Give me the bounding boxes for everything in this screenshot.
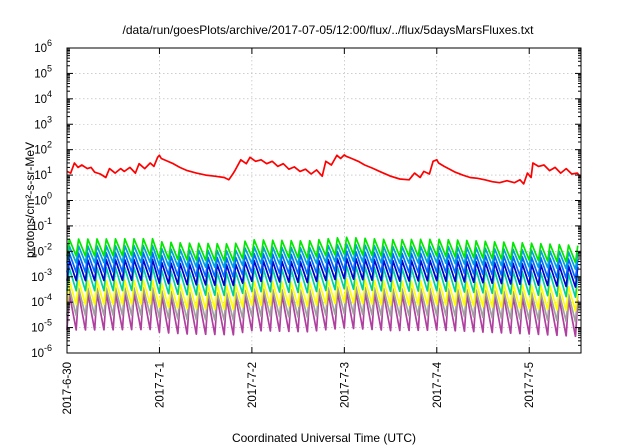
series-line [66,250,579,280]
series-line [66,265,579,298]
y-tick-label: 10-1 [31,216,52,233]
x-tick-label: 2017-6-30 [62,362,74,414]
y-tick-label: 104 [34,89,52,106]
y-tick-label: 101 [34,165,52,182]
x-tick-labels: 2017-6-30 2017-7-1 2017-7-2 2017-7-3 2017-7-… [62,361,536,414]
x-tick-label: 2017-7-5 [524,362,536,408]
x-tick-label: 2017-7-3 [339,362,351,408]
y-tick-label: 10-5 [31,318,52,335]
x-tick-label: 2017-7-4 [432,361,444,408]
y-tick-label: 106 [34,38,52,55]
y-tick-label: 103 [34,114,52,131]
series-line [66,243,579,271]
y-tick-label: 10-3 [31,267,52,284]
chart-title: /data/run/goesPlots/archive/2017-07-05/1… [123,23,535,37]
y-axis-label: protons/cm²-s-sr-MeV [23,142,37,258]
series-layer [66,154,582,338]
y-tick-label: 102 [34,140,52,157]
y-tick-label: 105 [34,63,52,80]
x-tick-label: 2017-7-2 [247,362,259,408]
x-tick-label: 2017-7-1 [154,362,166,408]
series-line [66,277,579,312]
series-line [66,154,582,185]
y-tick-labels: 10-6 10-5 10-4 10-3 10-2 10-1 100 101 102 103 104 1… [31,38,52,360]
y-tick-label: 10-2 [31,241,52,258]
series-line [66,236,579,264]
axis-ticks [66,47,581,354]
x-axis-label: Coordinated Universal Time (UTC) [232,431,416,445]
y-tick-label: 10-4 [31,292,52,309]
y-tick-label: 10-6 [31,343,52,360]
y-tick-label: 100 [34,191,52,208]
